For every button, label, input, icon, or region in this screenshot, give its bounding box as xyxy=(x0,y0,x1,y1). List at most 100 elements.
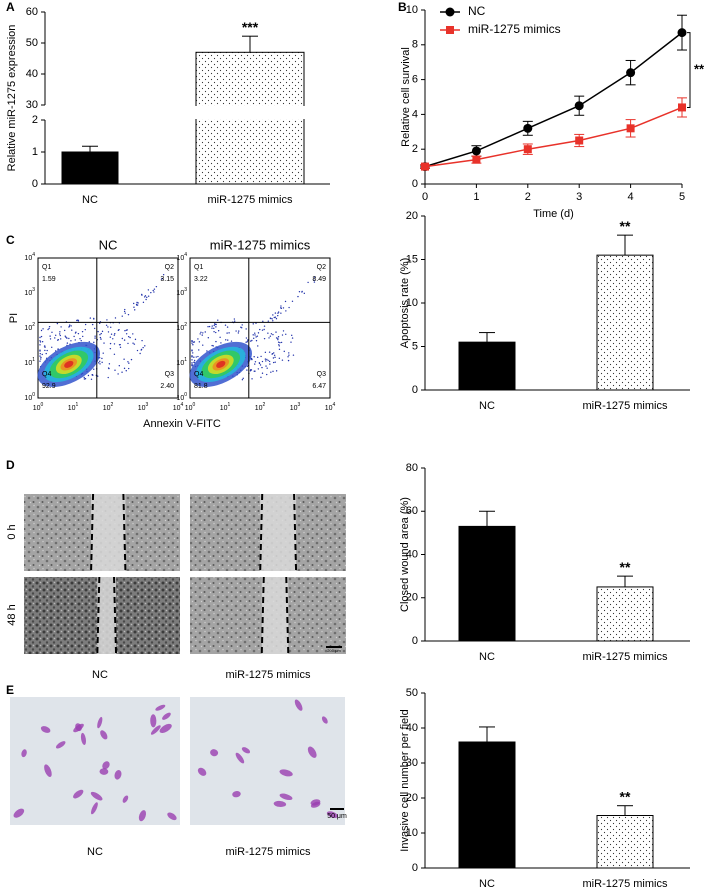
x-tick-label: 104 xyxy=(173,402,184,412)
flow-event xyxy=(73,335,75,338)
x-tick-label: 104 xyxy=(325,402,336,412)
flow-event xyxy=(193,341,196,343)
invaded-cell xyxy=(307,746,317,758)
marker xyxy=(677,28,687,38)
tick-exponent: 4 xyxy=(184,252,187,258)
flow-event xyxy=(119,343,121,346)
y-tick-label: 104 xyxy=(24,252,35,262)
flow-event xyxy=(277,336,280,338)
flow-event xyxy=(39,349,41,351)
flow-event xyxy=(246,369,248,371)
flow-event xyxy=(246,365,249,368)
y-axis-label: Apoptosis rate (%) xyxy=(399,258,411,348)
flow-event xyxy=(123,358,125,360)
y-tick-label: 50 xyxy=(26,37,38,49)
flow-event xyxy=(100,338,102,340)
flow-event xyxy=(155,285,158,288)
flow-event xyxy=(161,277,164,280)
flow-event xyxy=(113,353,116,355)
flow-event xyxy=(285,333,287,335)
x-tick-label: miR-1275 mimics xyxy=(583,878,668,890)
tick-exponent: 0 xyxy=(41,402,44,408)
tick-exponent: 3 xyxy=(146,402,149,408)
y-tick-label: 101 xyxy=(176,357,187,367)
bar xyxy=(458,525,516,642)
quadrant-value: 3.15 xyxy=(160,276,174,283)
flow-event xyxy=(192,352,194,354)
flow-event xyxy=(281,359,284,361)
flow-event xyxy=(241,324,243,326)
flow-event xyxy=(65,336,67,338)
y-tick-label: 50 xyxy=(406,687,418,699)
flow-event xyxy=(287,356,289,358)
legend-marker xyxy=(445,7,455,17)
axis-break-gap xyxy=(195,106,305,119)
flow-event xyxy=(162,274,165,276)
flow-event xyxy=(48,325,51,328)
flow-event xyxy=(98,362,100,364)
bar xyxy=(596,586,654,642)
x-tick-label: 103 xyxy=(290,402,301,412)
y-tick-label: 102 xyxy=(24,322,35,332)
row-label: 0 h xyxy=(6,524,18,539)
flow-event xyxy=(97,330,99,333)
invaded-cell xyxy=(279,769,293,777)
series-line xyxy=(424,106,683,168)
flow-event xyxy=(84,328,86,331)
tick-exponent: 1 xyxy=(76,402,79,408)
flow-event xyxy=(110,326,112,328)
y-tick-label: 15 xyxy=(406,253,418,265)
flow-event xyxy=(81,330,84,333)
flow-event xyxy=(66,342,69,344)
x-tick-label: NC xyxy=(479,878,495,890)
flow-event xyxy=(74,339,76,341)
flow-event xyxy=(49,338,52,340)
bar xyxy=(596,254,654,391)
flow-event xyxy=(263,328,265,331)
flow-event xyxy=(141,339,143,342)
flow-event xyxy=(217,330,220,332)
flow-event xyxy=(153,291,155,293)
invaded-cell xyxy=(73,789,84,799)
flow-event xyxy=(313,281,316,283)
flow-event xyxy=(127,367,130,370)
flow-event xyxy=(41,340,44,343)
flow-event xyxy=(282,330,285,332)
flow-event xyxy=(212,345,214,347)
quadrant-label: Q1 xyxy=(42,264,51,271)
column-label: miR-1275 mimics xyxy=(226,669,311,681)
y-tick-label: 0 xyxy=(412,635,418,647)
flow-event xyxy=(136,349,139,352)
flow-event xyxy=(261,372,264,374)
flow-event xyxy=(114,369,116,371)
flow-event xyxy=(251,358,253,361)
flow-event xyxy=(144,345,146,347)
bar xyxy=(596,815,654,869)
flow-event xyxy=(269,335,272,337)
flow-event xyxy=(207,326,209,328)
flow-event xyxy=(114,317,117,319)
flow-event xyxy=(278,344,280,346)
flow-event xyxy=(277,341,280,343)
significance: ** xyxy=(620,788,631,804)
flow-event xyxy=(252,323,254,325)
flow-event xyxy=(241,327,243,329)
x-tick-label: miR-1275 mimics xyxy=(583,400,668,412)
y-tick-label: 20 xyxy=(406,210,418,222)
row-label: 48 h xyxy=(6,604,18,625)
flow-event xyxy=(107,326,109,328)
flow-event xyxy=(238,330,240,332)
invaded-cell xyxy=(321,716,328,724)
y-tick-label: 103 xyxy=(24,287,35,297)
flow-event xyxy=(271,353,274,355)
invaded-cell xyxy=(235,752,245,764)
flow-event xyxy=(145,298,147,301)
flow-event xyxy=(83,376,85,379)
invaded-cell xyxy=(155,704,166,711)
flow-event xyxy=(272,361,275,364)
wound-edge xyxy=(293,493,298,572)
x-tick-label: 102 xyxy=(255,402,266,412)
y-tick-label: 4 xyxy=(412,108,418,120)
